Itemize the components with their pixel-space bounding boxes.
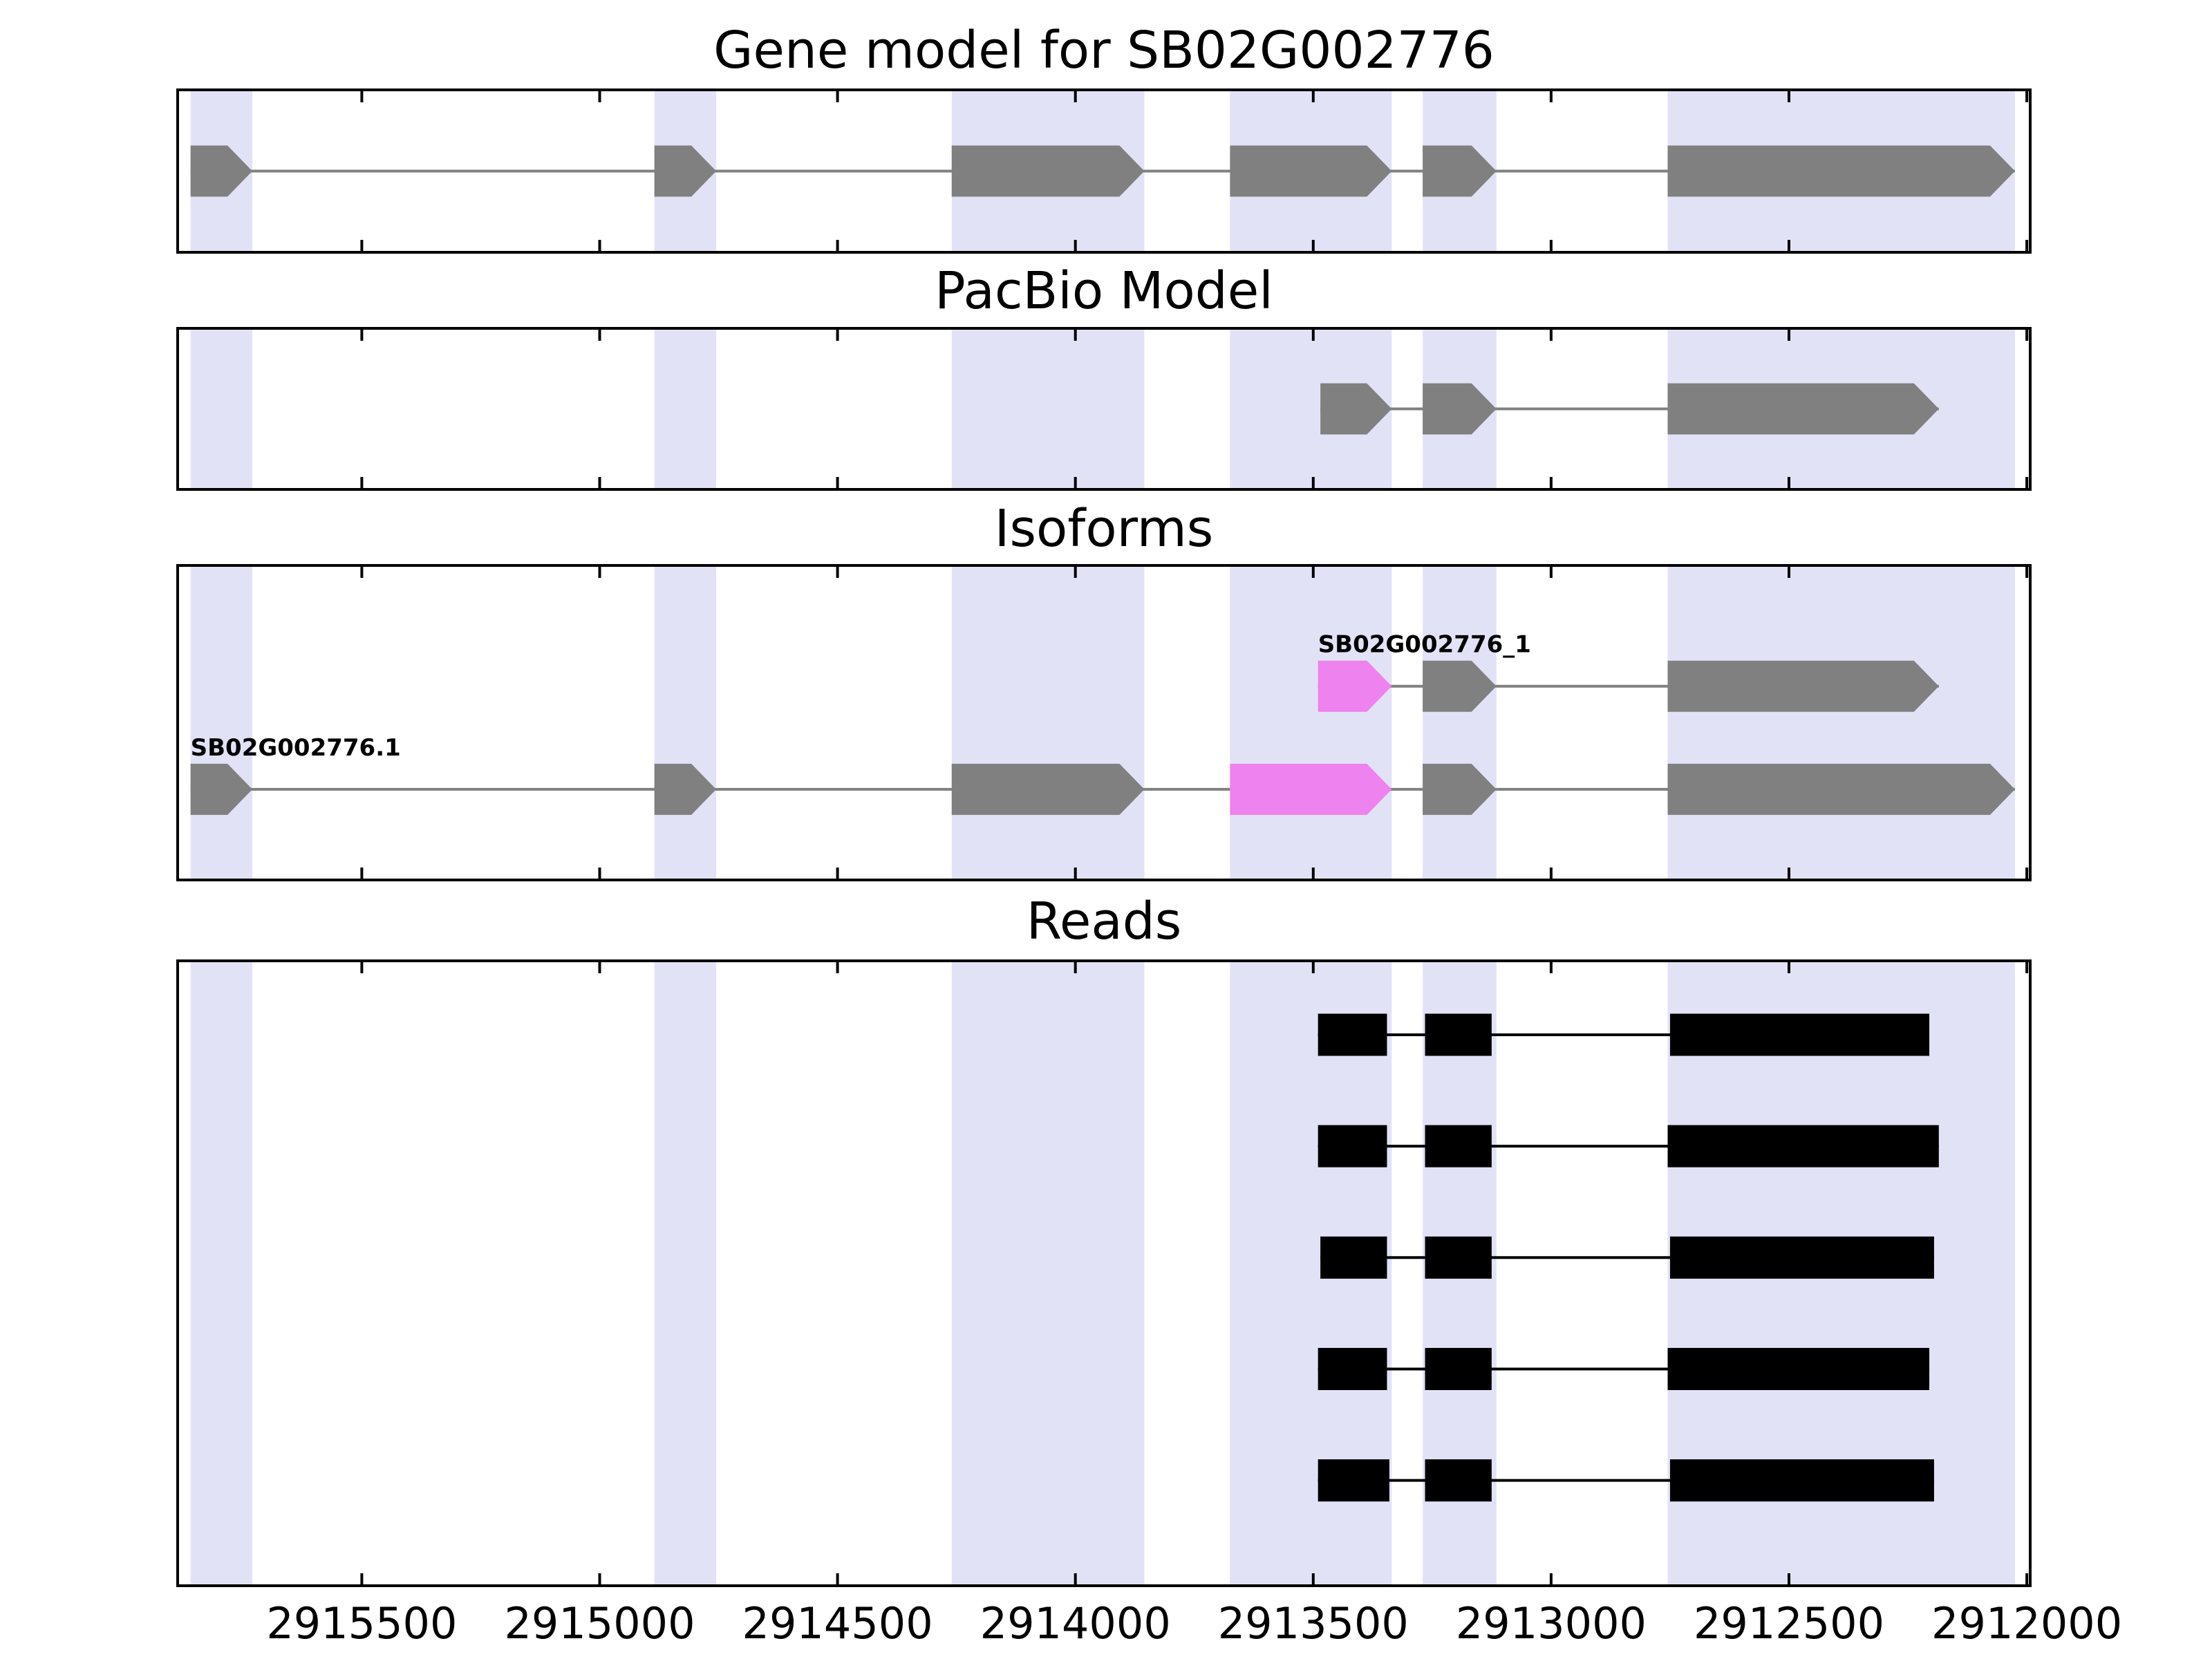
panel-title-isoforms: Isoforms: [994, 499, 1214, 559]
read-exon: [1425, 1459, 1492, 1502]
x-tick-label: 2912500: [1693, 1598, 1885, 1649]
panel-canvas: [176, 88, 2032, 254]
exon-arrow: [951, 763, 1145, 815]
exon-arrow: [1230, 145, 1392, 197]
panel-gene-model: [176, 88, 2032, 254]
exon-highlight-band: [951, 564, 1145, 881]
panel-title-pacbio: PacBio Model: [935, 261, 1273, 321]
panel-title-gene-model: Gene model for SB02G002776: [713, 21, 1494, 80]
read-exon: [1667, 1347, 1930, 1390]
panel-reads: [176, 959, 2032, 1587]
read-exon: [1318, 1347, 1387, 1390]
exon-arrow: [1423, 660, 1497, 712]
read-exon: [1425, 1013, 1492, 1056]
exon-arrow: [1667, 763, 2015, 815]
x-tick-label: 2913000: [1455, 1598, 1647, 1649]
panel-canvas: SB02G002776_1 SB02G002776.1: [176, 564, 2032, 881]
panel-border: [176, 564, 2032, 881]
exon-arrow: [1318, 660, 1392, 712]
read-exon: [1669, 1459, 1934, 1502]
panel-title-reads: Reads: [1026, 892, 1182, 951]
exon-arrow: [1667, 383, 1939, 435]
exon-arrow: [1423, 145, 1497, 197]
exon-highlight-band: [1667, 564, 2015, 881]
exon-highlight-band: [951, 959, 1145, 1587]
panel-isoforms: SB02G002776_1 SB02G002776.1: [176, 564, 2032, 881]
isoform-label: SB02G002776.1: [191, 734, 401, 762]
panel-border: [176, 959, 2032, 1587]
exon-arrow: [190, 763, 253, 815]
exon-arrow: [190, 145, 253, 197]
exon-arrow: [1423, 383, 1497, 435]
panel-pacbio: [176, 327, 2032, 491]
exon-highlight-band: [951, 327, 1145, 491]
exon-arrow: [1423, 763, 1497, 815]
exon-highlight-band: [190, 959, 253, 1587]
read-exon: [1320, 1236, 1387, 1279]
x-axis-tick-labels: 2915500 2915000 2914500 2914000 2913500 29130…: [0, 1598, 2212, 1659]
panel-border: [176, 88, 2032, 254]
read-exon: [1318, 1125, 1387, 1168]
exon-arrow: [654, 145, 717, 197]
panel-canvas: [176, 959, 2032, 1587]
panel-canvas: [176, 327, 2032, 491]
x-tick-label: 2915500: [266, 1598, 458, 1649]
isoform-label: SB02G002776_1: [1318, 631, 1531, 659]
exon-highlight-band: [190, 564, 253, 881]
exon-highlight-band: [190, 327, 253, 491]
exon-highlight-band: [654, 564, 717, 881]
exon-arrow: [1230, 763, 1392, 815]
read-exon: [1667, 1125, 1939, 1168]
x-tick-label: 2912000: [1931, 1598, 2123, 1649]
x-tick-label: 2915000: [504, 1598, 695, 1649]
read-exon: [1318, 1459, 1389, 1502]
read-exon: [1425, 1125, 1492, 1168]
x-tick-label: 2914500: [742, 1598, 933, 1649]
read-exon: [1425, 1347, 1492, 1390]
x-tick-label: 2913500: [1217, 1598, 1409, 1649]
exon-arrow: [654, 763, 717, 815]
exon-arrow: [1667, 660, 1939, 712]
read-exon: [1669, 1236, 1934, 1279]
x-tick-label: 2914000: [980, 1598, 1171, 1649]
exon-highlight-band: [654, 327, 717, 491]
exon-arrow: [951, 145, 1145, 197]
read-exon: [1669, 1013, 1930, 1056]
exon-highlight-band: [654, 959, 717, 1587]
exon-arrow: [1667, 145, 2015, 197]
panel-border: [176, 327, 2032, 491]
read-exon: [1425, 1236, 1492, 1279]
exon-arrow: [1320, 383, 1392, 435]
exon-highlight-band: [1230, 564, 1392, 881]
read-exon: [1318, 1013, 1387, 1056]
exon-highlight-band: [1423, 564, 1497, 881]
